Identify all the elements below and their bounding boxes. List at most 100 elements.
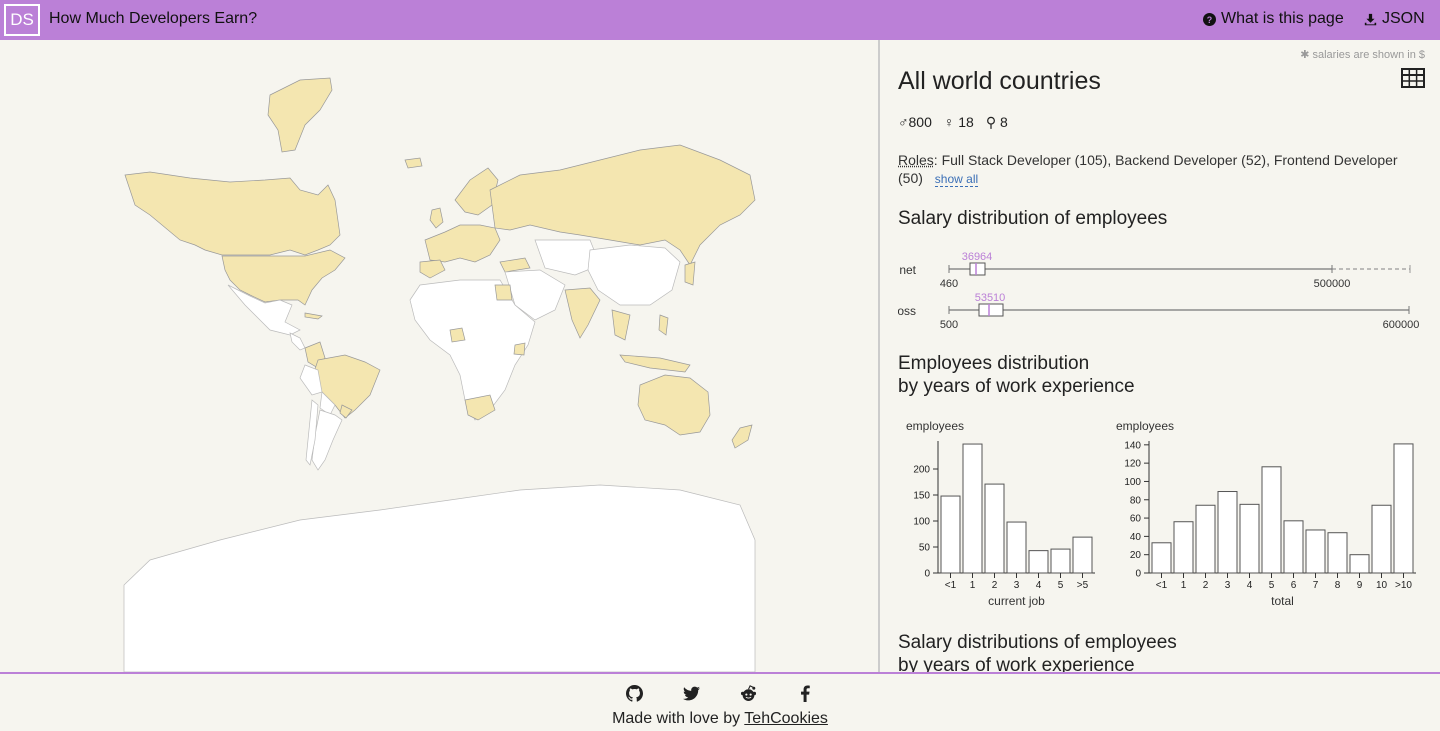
country-australia[interactable] [637,374,711,436]
bar-8[interactable] [1327,532,1348,574]
male-count: ♂800 [898,114,932,130]
bar-3[interactable] [1217,491,1238,574]
europe-west[interactable] [424,224,501,263]
country-chile[interactable] [305,399,319,466]
x-axis-label: current job [988,594,1045,608]
country-indonesia[interactable] [619,354,691,373]
roles-text: : Full Stack Developer (105), Backend De… [898,152,1398,186]
bar-10[interactable] [1371,504,1392,574]
central-asia[interactable] [534,239,601,276]
bar-9[interactable] [1349,554,1370,574]
about-link[interactable]: ? What is this page [1203,10,1344,28]
country-india[interactable] [564,287,601,339]
bar-5[interactable] [1050,548,1071,574]
bar-<1[interactable] [940,495,961,574]
y-tick-label: 140 [1124,440,1141,451]
net-boxplot: net 36964 460 500000 [899,251,1411,290]
bar-4[interactable] [1028,550,1049,574]
reddit-icon[interactable] [740,685,757,702]
twitter-icon[interactable] [683,685,700,702]
x-tick-label: 5 [1058,580,1064,591]
country-peru[interactable] [299,364,323,396]
gender-counts: ♂800 ♀ 18 ⚲ 8 [898,114,1008,131]
about-link-label: What is this page [1221,10,1344,27]
details-panel: ✱ salaries are shown in $ All world coun… [878,40,1440,672]
country-nigeria[interactable] [449,327,466,343]
country-japan[interactable] [684,261,696,286]
bar-2[interactable] [984,483,1005,574]
country-greenland[interactable] [267,77,333,153]
country-south-africa[interactable] [464,394,496,421]
x-tick-label: <1 [1156,580,1168,591]
bar-4[interactable] [1239,503,1260,574]
region-title: All world countries [898,67,1101,95]
country-new-zealand[interactable] [731,424,753,449]
bar-3[interactable] [1006,521,1027,574]
facebook-icon[interactable] [797,685,814,702]
female-count: ♀ 18 [943,114,974,130]
y-tick-label: 150 [913,491,930,502]
y-tick-label: 200 [913,465,930,476]
y-tick-label: 0 [924,569,930,580]
antarctica [123,484,756,672]
bar-1[interactable] [962,443,983,574]
app-title: How Much Developers Earn? [49,10,258,27]
x-tick-label: 3 [1225,580,1231,591]
author-link[interactable]: TehCookies [744,710,828,727]
x-tick-label: 1 [1181,580,1187,591]
country-iceland[interactable] [404,157,423,169]
bar-5[interactable] [1261,466,1282,574]
country-southeast-asia[interactable] [611,309,631,341]
country-philippines[interactable] [658,314,669,336]
github-icon[interactable] [626,685,643,702]
salary-boxplots: net 36964 460 500000 gross 53510 500 600… [898,251,1419,331]
show-all-roles-link[interactable]: show all [934,172,979,187]
country-canada[interactable] [124,171,341,256]
bar-6[interactable] [1283,520,1304,574]
bar-7[interactable] [1305,529,1326,574]
x-tick-label: 9 [1357,580,1363,591]
world-map-svg[interactable] [0,40,878,672]
logo[interactable]: DS [4,4,40,36]
bar-1[interactable] [1173,521,1194,574]
country-uruguay[interactable] [339,404,353,419]
x-tick-label: 4 [1247,580,1253,591]
country-cuba[interactable] [304,312,323,320]
country-uk[interactable] [429,207,444,229]
json-download-link[interactable]: JSON [1364,10,1425,28]
y-tick-label: 20 [1130,550,1142,561]
x-tick-label: >5 [1077,580,1089,591]
salary-experience-title-line2: by years of work experience [898,655,1135,672]
salary-experience-title: Salary distributions of employees by yea… [898,631,1177,672]
net-median-label: 36964 [962,251,993,263]
net-min-label: 460 [940,278,958,290]
other-gender-icon: ⚲ [985,114,997,130]
country-spain[interactable] [419,259,446,279]
gross-label: gross [898,304,916,318]
x-tick-label: 1 [970,580,976,591]
salary-experience-title-line1: Salary distributions of employees [898,632,1177,653]
y-tick-label: 100 [913,517,930,528]
download-icon [1364,13,1377,25]
country-china[interactable] [587,244,681,306]
country-kenya[interactable] [513,342,526,356]
salary-distribution-title: Salary distribution of employees [898,208,1168,229]
country-russia[interactable] [489,144,756,266]
country-usa[interactable] [221,249,346,306]
male-icon: ♂ [898,114,909,130]
country-egypt[interactable] [494,284,513,301]
country-mexico[interactable] [227,284,301,336]
net-label: net [899,263,916,277]
experience-title-line1: Employees distribution [898,353,1090,374]
gross-boxplot: gross 53510 500 600000 [898,292,1419,331]
bar-<1[interactable] [1151,542,1172,574]
x-axis-label: total [1271,594,1294,608]
bar-2[interactable] [1195,504,1216,574]
central-america[interactable] [289,332,306,351]
bar->10[interactable] [1393,443,1414,574]
country-turkey[interactable] [499,257,531,273]
bar->5[interactable] [1072,536,1093,574]
x-tick-label: 5 [1269,580,1275,591]
table-view-icon[interactable] [1401,68,1425,88]
world-map[interactable] [0,40,878,672]
